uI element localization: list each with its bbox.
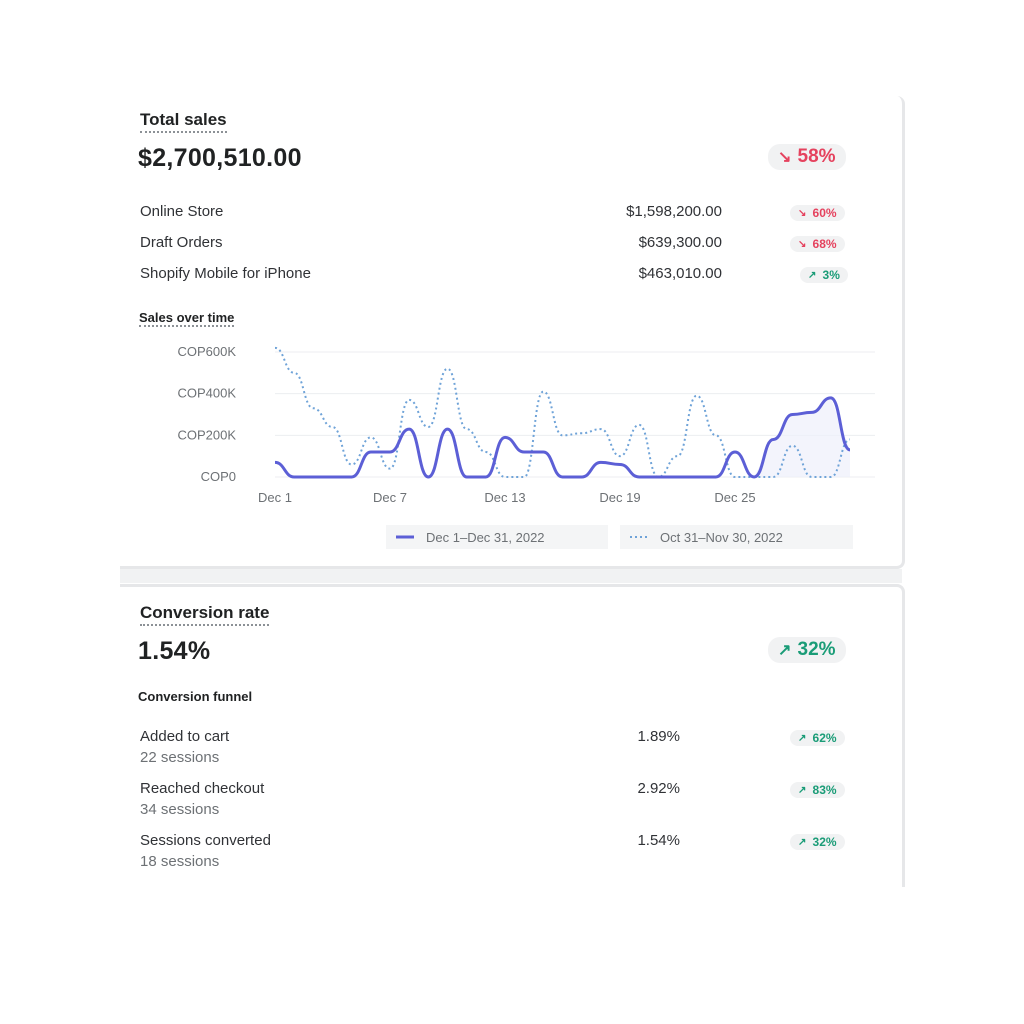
row-value-draft-orders: $639,300.00 <box>638 234 722 251</box>
row-change-draft-orders: ↘ 68% <box>790 236 845 252</box>
sales-over-time-chart: COP600K COP400K COP200K COP0 Dec 1 Dec 7 Dec … <box>177 344 875 505</box>
x-tick-label: Dec 7 <box>373 490 407 505</box>
legend-solid-line-icon <box>396 535 414 539</box>
legend-item-current[interactable]: Dec 1–Dec 31, 2022 <box>386 525 608 549</box>
arrow-up-right-icon: ↗ <box>798 732 807 744</box>
row-change-online-store: ↘ 60% <box>790 205 845 221</box>
total-sales-value: $2,700,510.00 <box>138 144 302 172</box>
arrow-up-right-icon: ↗ <box>808 269 817 281</box>
total-sales-title[interactable]: Total sales <box>140 110 227 133</box>
sales-over-time-title[interactable]: Sales over time <box>139 310 235 327</box>
conversion-rate-card: Conversion rate 1.54% ↗ 32% Conversion f… <box>120 584 905 887</box>
row-label-shopify-mobile: Shopify Mobile for iPhone <box>140 265 311 282</box>
y-tick-label: COP400K <box>177 386 236 401</box>
y-tick-label: COP200K <box>177 427 236 442</box>
legend-dotted-line-icon <box>630 536 648 538</box>
arrow-down-right-icon: ↘ <box>798 238 807 250</box>
x-tick-label: Dec 1 <box>258 490 292 505</box>
arrow-up-right-icon: ↗ <box>778 641 792 659</box>
funnel-label-added-to-cart: Added to cart <box>140 728 230 745</box>
x-tick-label: Dec 13 <box>484 490 525 505</box>
funnel-value-sessions-converted: 1.54% <box>637 832 680 849</box>
conversion-rate-value: 1.54% <box>138 637 211 665</box>
series-current-area <box>754 397 850 477</box>
legend-label-previous: Oct 31–Nov 30, 2022 <box>660 529 783 545</box>
row-label-draft-orders: Draft Orders <box>140 234 223 251</box>
x-tick-label: Dec 25 <box>714 490 755 505</box>
conversion-funnel-title: Conversion funnel <box>138 689 253 704</box>
funnel-value-added-to-cart: 1.89% <box>637 728 680 745</box>
row-label-online-store: Online Store <box>140 203 224 220</box>
total-sales-change-badge: ↘ 58% <box>768 144 846 170</box>
funnel-sessions-added-to-cart: 22 sessions <box>140 749 220 766</box>
arrow-down-right-icon: ↘ <box>778 148 792 166</box>
funnel-sessions-sessions-converted: 18 sessions <box>140 853 220 870</box>
row-change-shopify-mobile: ↗ 3% <box>800 267 848 283</box>
y-tick-label: COP600K <box>177 344 236 359</box>
arrow-up-right-icon: ↗ <box>798 784 807 796</box>
funnel-value-reached-checkout: 2.92% <box>637 780 680 797</box>
series-current-line <box>274 396 851 479</box>
x-tick-label: Dec 19 <box>599 490 640 505</box>
legend-label-current: Dec 1–Dec 31, 2022 <box>426 529 545 545</box>
arrow-down-right-icon: ↘ <box>798 207 807 219</box>
funnel-sessions-reached-checkout: 34 sessions <box>140 801 220 818</box>
y-tick-label: COP0 <box>201 469 236 484</box>
total-sales-change: 58% <box>797 146 836 167</box>
conversion-rate-title[interactable]: Conversion rate <box>140 603 270 626</box>
row-value-shopify-mobile: $463,010.00 <box>638 265 722 282</box>
conversion-change: 32% <box>797 639 836 660</box>
row-value-online-store: $1,598,200.00 <box>626 203 722 220</box>
total-sales-card: Total sales $2,700,510.00 ↘ 58% Online S… <box>120 96 905 569</box>
arrow-up-right-icon: ↗ <box>798 836 807 848</box>
section-gap <box>120 569 902 583</box>
funnel-change-added-to-cart: ↗ 62% <box>790 730 845 746</box>
funnel-label-sessions-converted: Sessions converted <box>140 832 271 849</box>
funnel-change-reached-checkout: ↗ 83% <box>790 782 845 798</box>
funnel-label-reached-checkout: Reached checkout <box>140 780 265 797</box>
legend-item-previous[interactable]: Oct 31–Nov 30, 2022 <box>620 525 853 549</box>
funnel-change-sessions-converted: ↗ 32% <box>790 834 845 850</box>
conversion-change-badge: ↗ 32% <box>768 637 846 663</box>
